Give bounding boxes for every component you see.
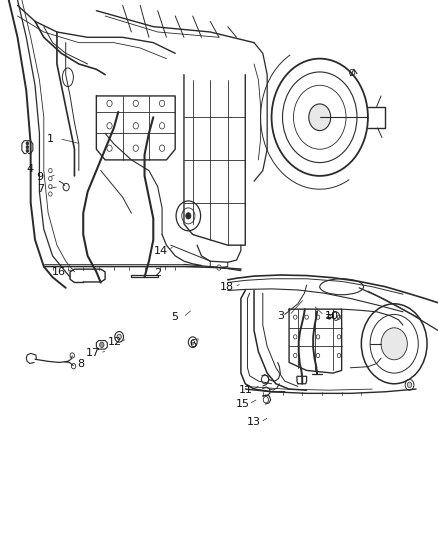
Text: 15: 15 [236,399,250,409]
Text: 1: 1 [47,134,54,143]
Text: 16: 16 [52,267,66,277]
Circle shape [26,146,29,149]
Text: 5: 5 [171,312,178,322]
Text: 11: 11 [239,385,253,395]
Circle shape [381,328,407,360]
Text: 13: 13 [247,417,261,427]
Circle shape [26,142,29,145]
Text: 14: 14 [154,246,168,255]
Text: 7: 7 [37,184,44,193]
Text: 6: 6 [189,339,196,349]
Circle shape [309,104,331,131]
Text: 8: 8 [78,359,85,368]
Circle shape [117,334,121,340]
Text: 17: 17 [86,348,100,358]
Circle shape [26,149,29,152]
Circle shape [407,382,412,387]
Text: 4: 4 [26,165,33,174]
Text: 2: 2 [154,268,161,278]
Text: 10: 10 [325,311,339,320]
Circle shape [100,342,104,348]
Text: 12: 12 [108,337,122,347]
Text: 9: 9 [37,172,44,182]
Text: 18: 18 [220,282,234,292]
Text: 3: 3 [277,311,284,320]
Circle shape [186,213,191,219]
